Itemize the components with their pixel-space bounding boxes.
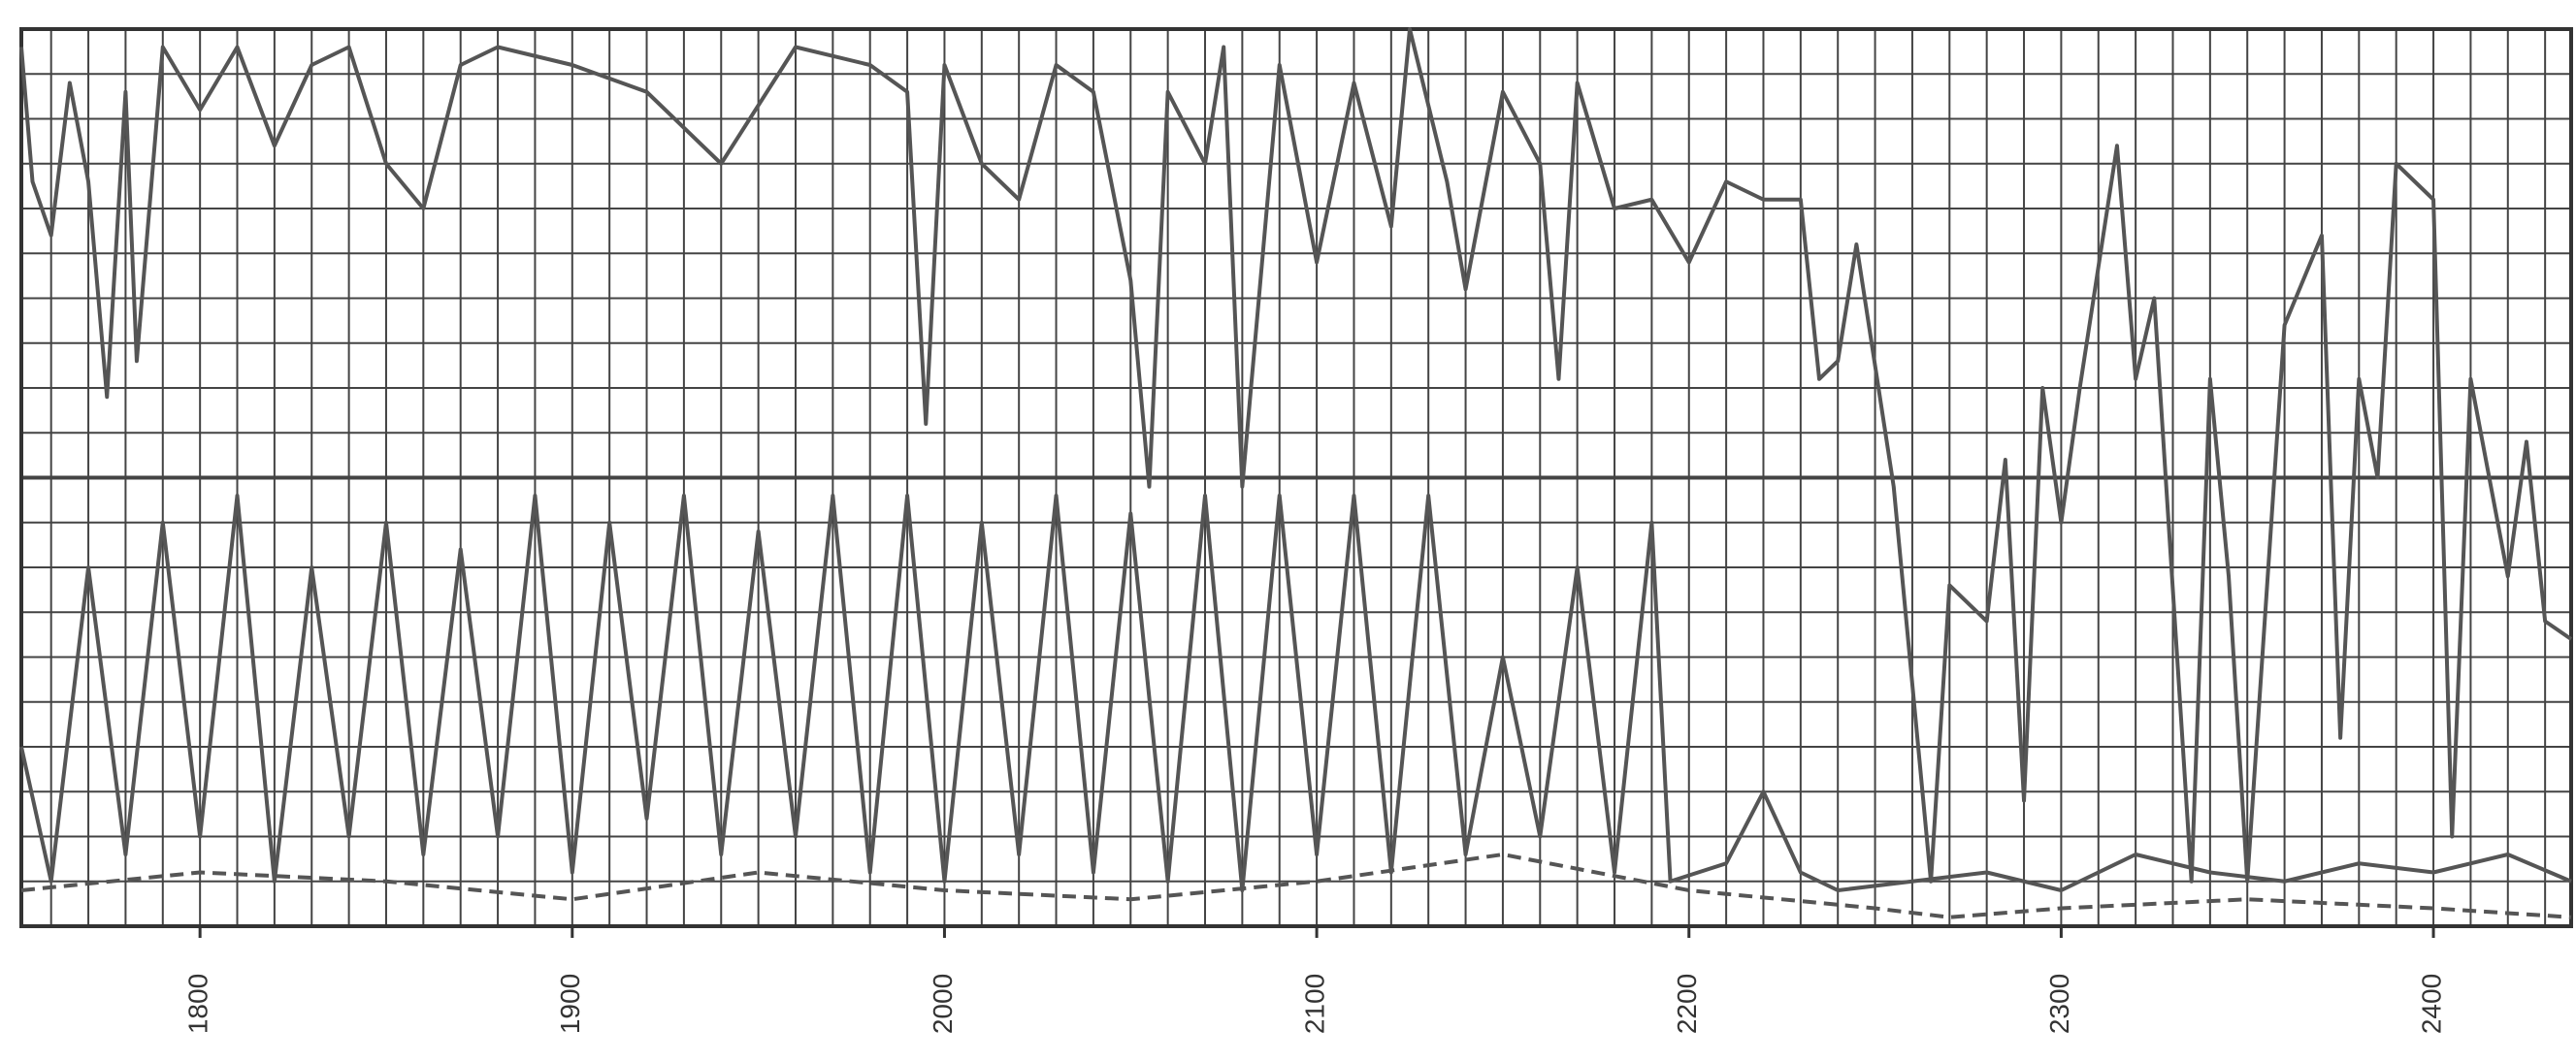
x-tick-label: 2100 <box>1299 974 1329 1034</box>
x-tick-label: 1900 <box>555 974 585 1034</box>
x-tick-label: 2300 <box>2044 974 2074 1034</box>
x-tick-label: 1800 <box>183 974 213 1034</box>
x-tick-label: 2200 <box>1672 974 1702 1034</box>
plot-frame <box>19 27 2573 928</box>
x-tick-label: 2400 <box>2416 974 2446 1034</box>
spectrum-trace <box>19 494 2572 892</box>
spectrum-trace <box>19 27 2573 884</box>
spectrum-trace <box>20 853 2572 919</box>
x-tick-label: 2000 <box>928 974 958 1034</box>
